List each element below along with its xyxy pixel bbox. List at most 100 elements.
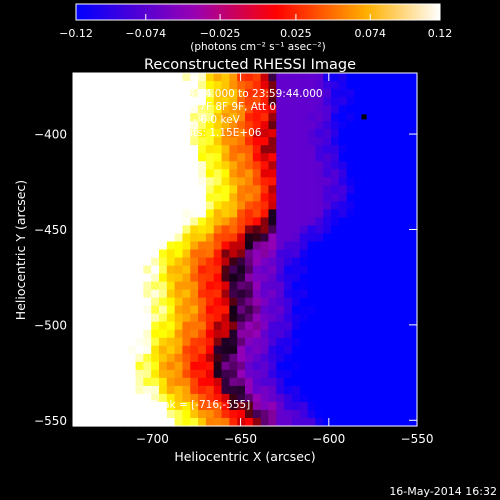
heatmap-cell: [245, 209, 254, 219]
heatmap-cell: [307, 97, 316, 106]
heatmap-cell: [299, 201, 309, 210]
heatmap-cell: [338, 249, 348, 259]
heatmap-cell: [104, 409, 113, 419]
heatmap-cell: [401, 161, 410, 170]
heatmap-cell: [245, 369, 254, 379]
heatmap-cell: [159, 377, 168, 387]
heatmap-cell: [182, 217, 191, 227]
heatmap-cell: [377, 129, 387, 138]
heatmap-cell: [237, 385, 246, 395]
heatmap-cell: [409, 241, 418, 251]
heatmap-cell: [119, 321, 129, 331]
heatmap-cell: [119, 121, 129, 130]
heatmap-cell: [80, 393, 90, 403]
heatmap-cell: [252, 177, 262, 186]
heatmap-cell: [276, 417, 285, 427]
heatmap-cell: [174, 353, 184, 363]
heatmap-cell: [276, 73, 285, 82]
heatmap-cell: [182, 345, 191, 355]
heatmap-cell: [135, 89, 144, 98]
heatmap-cell: [182, 241, 191, 251]
heatmap-cell: [401, 177, 410, 186]
heatmap-cell: [370, 201, 379, 210]
heatmap-cell: [331, 121, 340, 130]
heatmap-cell: [307, 393, 316, 403]
heatmap-cell: [276, 249, 285, 259]
heatmap-cell: [73, 97, 82, 106]
heatmap-cell: [354, 345, 363, 355]
heatmap-cell: [127, 417, 137, 427]
heatmap-cell: [346, 353, 356, 363]
heatmap-cell: [159, 153, 168, 162]
heatmap-cell: [354, 249, 363, 259]
heatmap-cell: [346, 337, 356, 347]
heatmap-cell: [299, 321, 309, 331]
heatmap-cell: [346, 121, 356, 130]
heatmap-cell: [362, 401, 371, 411]
heatmap-cell: [268, 361, 277, 371]
heatmap-cell: [205, 169, 215, 178]
heatmap-cell: [198, 89, 207, 98]
heatmap-cell: [252, 417, 262, 427]
heatmap-cell: [104, 153, 113, 162]
heatmap-cell: [73, 281, 82, 291]
heatmap-cell: [284, 225, 293, 235]
y-tick-label: −500: [34, 318, 67, 332]
heatmap-cell: [174, 177, 184, 186]
heatmap-cell: [245, 161, 254, 170]
heatmap-cell: [409, 97, 418, 106]
heatmap-cell: [190, 305, 199, 315]
heatmap-cell: [182, 97, 191, 106]
heatmap-cell: [252, 153, 262, 162]
heatmap-cell: [88, 353, 98, 363]
heatmap-cell: [362, 313, 371, 323]
heatmap-cell: [143, 289, 152, 299]
heatmap-cell: [245, 329, 254, 339]
heatmap-cell: [213, 369, 223, 379]
heatmap-cell: [213, 385, 223, 395]
heatmap-cell: [205, 121, 215, 130]
heatmap-cell: [190, 361, 199, 371]
heatmap-cell: [307, 329, 316, 339]
heatmap-cell: [159, 185, 168, 194]
heatmap-cell: [213, 81, 223, 90]
heatmap-cell: [182, 89, 191, 98]
heatmap-cell: [229, 105, 238, 114]
heatmap-cell: [88, 417, 98, 427]
heatmap-cell: [159, 233, 168, 243]
heatmap-cell: [377, 241, 387, 251]
heatmap-cell: [182, 185, 191, 194]
heatmap-cell: [393, 145, 402, 154]
heatmap-cell: [291, 225, 301, 235]
heatmap-cell: [104, 185, 113, 194]
heatmap-cell: [299, 129, 309, 138]
heatmap-cell: [205, 409, 215, 419]
heatmap-cell: [198, 409, 207, 419]
heatmap-cell: [112, 81, 121, 90]
heatmap-cell: [315, 385, 324, 395]
heatmap-cell: [284, 409, 293, 419]
heatmap-cell: [307, 137, 316, 146]
heatmap-cell: [377, 321, 387, 331]
heatmap-cell: [385, 321, 395, 331]
heatmap-cell: [338, 329, 348, 339]
heatmap-cell: [143, 241, 152, 251]
heatmap-cell: [409, 201, 418, 210]
heatmap-cell: [151, 289, 160, 299]
heatmap-cell: [268, 129, 277, 138]
heatmap-cell: [143, 369, 152, 379]
heatmap-cell: [252, 113, 262, 122]
heatmap-cell: [166, 353, 176, 363]
heatmap-cell: [213, 113, 223, 122]
heatmap-cell: [104, 241, 113, 251]
heatmap-cell: [221, 329, 230, 339]
heatmap-cell: [291, 177, 301, 186]
heatmap-cell: [260, 97, 270, 106]
heatmap-cell: [315, 113, 324, 122]
heatmap-cell: [323, 217, 332, 227]
heatmap-cell: [315, 377, 324, 387]
heatmap-cell: [127, 129, 137, 138]
heatmap-cell: [119, 185, 129, 194]
heatmap-cell: [260, 121, 270, 130]
heatmap-cell: [409, 313, 418, 323]
